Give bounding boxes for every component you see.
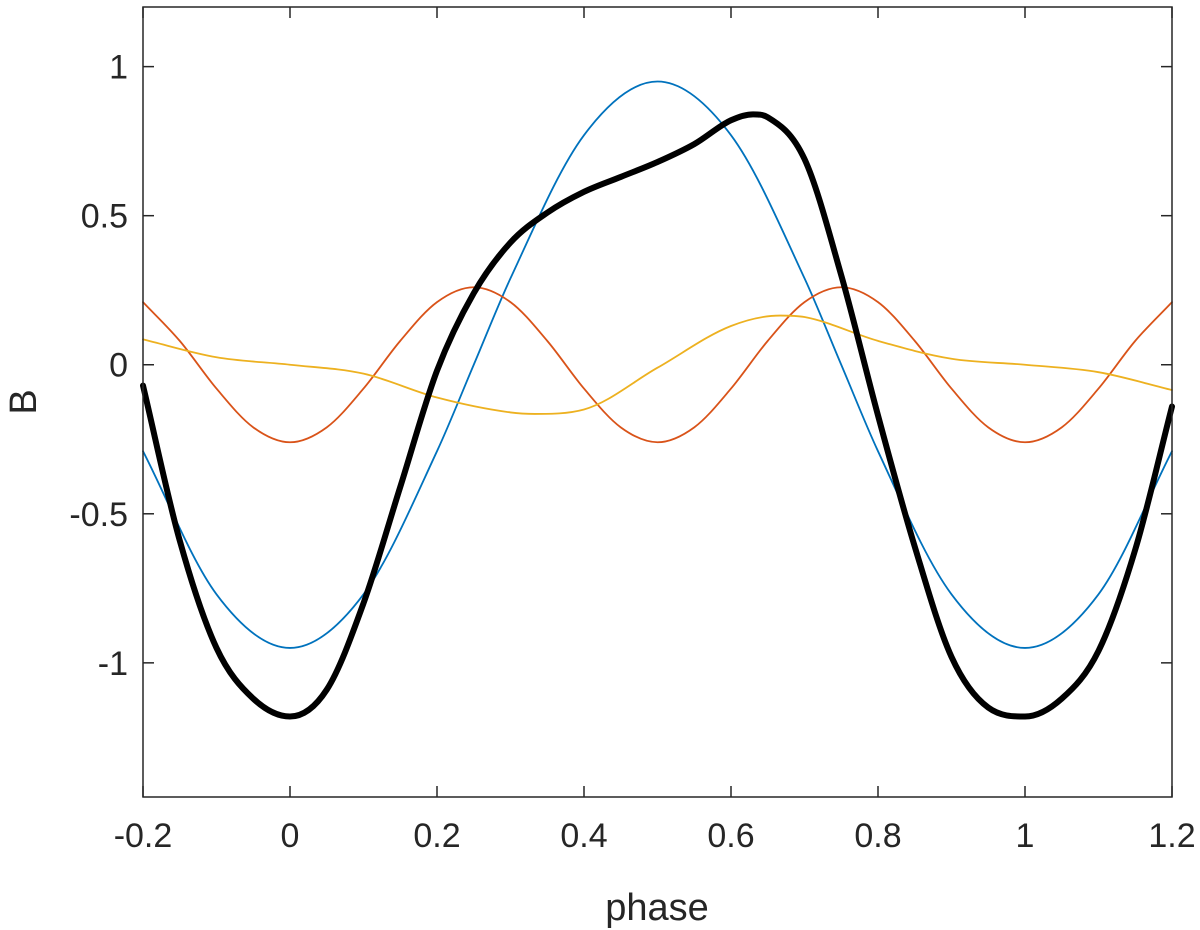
x-tick-label: 0.6 [707,817,754,855]
x-tick-label: 0.2 [413,817,460,855]
plot-area [143,7,1172,797]
y-tick-label: 0 [109,347,128,385]
y-tick-label: 1 [109,49,128,87]
series-line-4 [140,111,1175,720]
x-tick-label: 0.8 [854,817,901,855]
y-tick-label: -1 [98,645,128,683]
series-layer [140,80,1175,720]
tick-layer: -0.2 0 0.2 0.4 0.6 0.8 1 1.2 -1 -0.5 0 0.5 1 [69,7,1196,855]
x-tick-label: 0.4 [560,817,607,855]
y-tick-label: 0.5 [81,198,128,236]
x-tick-label: 1 [1016,817,1035,855]
y-tick-label: -0.5 [69,496,128,534]
x-tick-label: 0 [281,817,300,855]
x-tick-label: -0.2 [114,817,173,855]
x-tick-label: 1.2 [1148,817,1195,855]
series-line-2 [142,286,1173,444]
x-axis-label: phase [605,887,709,929]
y-axis-label: B [3,389,45,414]
series-line-3 [142,314,1173,415]
axes-box [142,6,1173,798]
series-line-1 [142,80,1173,649]
